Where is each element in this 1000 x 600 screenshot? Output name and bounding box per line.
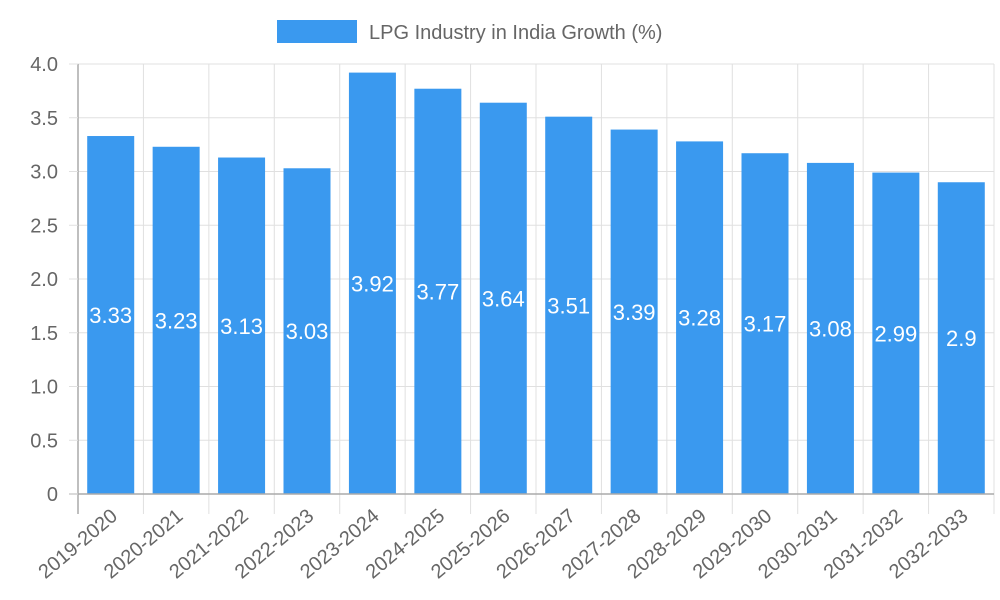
y-tick-label: 1.5	[30, 323, 58, 345]
data-label: 3.33	[89, 303, 132, 328]
legend-swatch	[277, 20, 357, 43]
legend[interactable]: LPG Industry in India Growth (%)	[277, 20, 662, 44]
data-label: 3.03	[286, 319, 329, 344]
data-label: 3.92	[351, 271, 394, 296]
y-tick-label: 2.5	[30, 215, 58, 237]
data-label: 3.28	[678, 306, 721, 331]
bar[interactable]	[283, 168, 331, 494]
bar[interactable]	[937, 182, 985, 494]
y-tick-label: 3.0	[30, 162, 58, 184]
bar[interactable]	[610, 129, 658, 494]
data-label: 2.99	[874, 321, 917, 346]
bar[interactable]	[741, 153, 789, 494]
data-label: 3.77	[416, 279, 459, 304]
bar[interactable]	[545, 116, 593, 495]
bars	[87, 72, 985, 495]
data-labels: 3.33 3.23 3.13 3.03 3.92 3.77 3.64 3.51 3.39 3.28…	[89, 271, 976, 351]
y-tick-label: 2.0	[30, 269, 58, 291]
legend-label: LPG Industry in India Growth (%)	[369, 22, 662, 44]
bar[interactable]	[218, 157, 266, 494]
axes	[69, 64, 994, 514]
data-label: 3.51	[547, 293, 590, 318]
data-label: 3.17	[744, 312, 787, 337]
data-label: 3.13	[220, 314, 263, 339]
y-tick-label: 0.5	[30, 430, 58, 452]
grid	[78, 63, 995, 514]
data-label: 3.08	[809, 316, 852, 341]
bar[interactable]	[152, 146, 200, 494]
bar[interactable]	[479, 102, 527, 494]
y-tick-label: 0	[47, 484, 58, 506]
data-label: 3.23	[155, 308, 198, 333]
data-label: 3.64	[482, 286, 525, 311]
bar[interactable]	[414, 88, 462, 494]
y-tick-label: 1.0	[30, 377, 58, 399]
bar[interactable]	[348, 72, 396, 494]
x-axis-ticks: 2019-20202020-20212021-20222022-20232023…	[35, 505, 973, 583]
y-tick-label: 3.5	[30, 108, 58, 130]
bar[interactable]	[806, 162, 854, 494]
data-label: 3.39	[613, 300, 656, 325]
y-tick-label: 4.0	[30, 54, 58, 76]
bar[interactable]	[676, 141, 724, 494]
bar[interactable]	[87, 136, 135, 494]
bar[interactable]	[872, 172, 920, 494]
data-label: 2.9	[946, 326, 977, 351]
y-axis-ticks: 0 0.5 1.0 1.5 2.0 2.5 3.0 3.5 4.0	[30, 54, 78, 506]
